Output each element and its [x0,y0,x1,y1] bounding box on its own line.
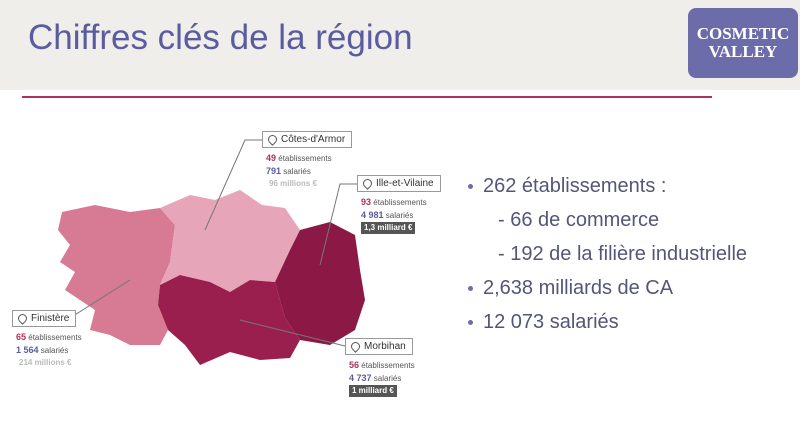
stat-revenue: 1,3 milliard € [361,222,416,234]
region-label: Côtes-d'Armor [262,131,353,148]
pin-icon [361,177,374,190]
pin-icon [16,312,29,325]
logo: COSMETIC VALLEY [688,8,798,78]
bullet: 262 établissements : [468,175,666,198]
stat-label: établissements [28,333,82,342]
region-name: Finistère [31,313,70,324]
stat-line: 1,3 milliard € [361,222,427,234]
pin-icon [266,133,279,146]
region-stats: 65 établissements 1 564 salariés 214 milli… [16,331,82,369]
region-label: Ille-et-Vilaine [357,175,441,192]
stat-line: 4 737 salariés [349,372,415,385]
region-stats: 56 établissements 4 737 salariés 1 milliar… [349,359,415,397]
stat-label: salariés [373,374,402,383]
stat-revenue: 1 milliard € [349,385,397,397]
region-finistere [58,205,175,345]
stat-line: 56 établissements [349,359,415,372]
sub-bullet: - 192 de la filière industrielle [498,243,748,265]
region-name: Morbihan [364,341,406,352]
logo-text: VALLEY [708,42,778,61]
region-name: Côtes-d'Armor [281,134,346,145]
stat-line: 791 salariés [266,165,332,178]
stat-value: 49 [266,153,277,163]
stat-value: 65 [16,332,27,342]
stat-value: 4 737 [349,373,372,383]
region-morbihan [158,275,300,365]
stat-line: 4 981 salariés [361,209,427,222]
stat-line: 1 milliard € [349,385,415,397]
bullet-dot [468,320,473,326]
bullet-text: 262 établissements : [483,175,667,197]
stat-revenue: 214 millions € [19,358,72,367]
bullet-dot [468,286,473,292]
callout-lines [69,139,357,347]
slide-title: Chiffres clés de la région [28,18,413,57]
sub-bullet: - 66 de commerce [498,209,660,231]
region-name: Ille-et-Vilaine [376,178,434,189]
stat-line: 65 établissements [16,331,82,344]
bullet: 2,638 milliards de CA [468,277,673,300]
region-stats: 93 établissements 4 981 salariés 1,3 milli… [361,196,427,234]
bullet-text: 2,638 milliards de CA [483,277,674,299]
stat-value: 4 981 [361,210,384,220]
stat-revenue: 96 millions € [269,179,318,188]
stat-label: salariés [283,167,311,176]
region-label: Finistère [12,310,77,327]
region-stats: 49 établissements 791 salariés 96 millions… [266,152,332,190]
stat-line: 96 millions € [266,178,332,190]
region-label: Morbihan [345,338,413,355]
pin-icon [349,340,362,353]
stat-value: 1 564 [16,345,39,355]
stat-label: salariés [385,211,414,220]
region-ille-et-vilaine [275,222,365,345]
bullet: 12 073 salariés [468,311,619,334]
bullet-dot [468,184,473,190]
stat-line: 93 établissements [361,196,427,209]
stat-label: établissements [373,198,427,207]
stat-line: 49 établissements [266,152,332,165]
stat-value: 791 [266,166,282,176]
divider [22,96,712,98]
stat-line: 1 564 salariés [16,344,82,357]
logo-text: COSMETIC [696,24,790,43]
stat-label: établissements [361,361,415,370]
stat-label: établissements [278,154,332,163]
stat-label: salariés [40,346,69,355]
region-cotes-darmor [160,190,300,292]
bullet-text: 12 073 salariés [483,311,619,333]
stat-line: 214 millions € [16,357,82,369]
header-band [0,0,800,90]
stat-value: 93 [361,197,372,207]
stat-value: 56 [349,360,360,370]
